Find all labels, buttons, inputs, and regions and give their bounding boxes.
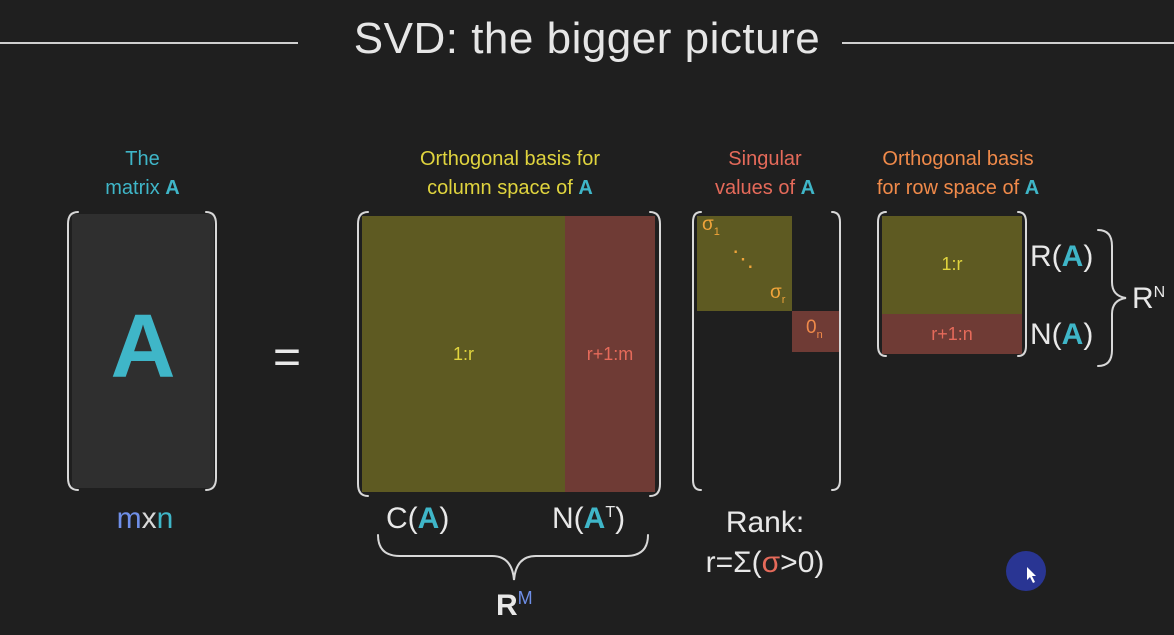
- v-label-r1n: r+1:n: [931, 324, 973, 344]
- header-sigma: Singular values of A: [690, 145, 840, 203]
- sigma-zero-sub: n: [816, 328, 823, 341]
- matrix-a-letter: A: [110, 297, 176, 397]
- u-bracket-left: [357, 211, 369, 497]
- header-u-line1: Orthogonal basis for: [419, 148, 601, 170]
- equals-sign: =: [272, 331, 302, 384]
- left-null-sup: T: [605, 504, 616, 521]
- header-matrix-line1: The: [125, 148, 160, 170]
- rm-label: RM: [496, 588, 533, 623]
- header-v-line2: for row space of: [876, 177, 1020, 199]
- v-block-1r: [882, 216, 1022, 314]
- row-space-a: A: [1061, 240, 1084, 273]
- header-matrix-bold: A: [165, 177, 180, 199]
- rank-sigma: σ: [761, 546, 781, 579]
- rn-sup: N: [1153, 284, 1166, 301]
- cursor-highlight: [1006, 551, 1046, 591]
- null-space-a: A: [1061, 318, 1084, 351]
- header-u-bold: A: [578, 177, 593, 199]
- row-space-post: ): [1083, 240, 1094, 273]
- sigma-zero: 0n: [806, 317, 823, 341]
- header-matrix-line2: matrix: [105, 177, 160, 199]
- v-label-1r: 1:r: [941, 254, 963, 274]
- header-sigma-line1: Singular: [728, 148, 802, 170]
- v-bracket-right: [1017, 211, 1027, 357]
- rn-label: RN: [1132, 282, 1165, 316]
- matrix-dims: mxn: [100, 502, 190, 536]
- col-space-a: A: [417, 502, 440, 535]
- null-space-post: ): [1083, 318, 1094, 351]
- sigma-1-sub: 1: [713, 225, 720, 238]
- sigma-block-r: [697, 216, 792, 311]
- left-null-pre: N(: [552, 502, 584, 535]
- u-bracket-right: [649, 211, 661, 497]
- sigma-block-zero: [792, 311, 839, 352]
- header-v-line1: Orthogonal basis: [882, 148, 1034, 170]
- rank-line1: Rank:: [725, 506, 805, 539]
- row-space-pre: R(: [1030, 240, 1062, 273]
- header-v: Orthogonal basis for row space of A: [848, 145, 1068, 203]
- header-u: Orthogonal basis for column space of A: [370, 145, 650, 203]
- v-block-r1n: [882, 314, 1022, 354]
- dims-x: x: [141, 502, 157, 535]
- header-u-line2: column space of: [427, 177, 573, 199]
- matrix-a-bracket-right: [205, 211, 217, 491]
- u-block-r1m: [565, 216, 655, 492]
- null-space-label: N(A): [1030, 318, 1093, 352]
- sigma-r: σr: [770, 282, 785, 306]
- sigma-r-symbol: σ: [770, 282, 782, 303]
- left-null-a: A: [583, 502, 606, 535]
- u-label-r1m: r+1:m: [586, 344, 634, 364]
- null-space-pre: N(: [1030, 318, 1062, 351]
- u-block-1r: [362, 216, 565, 492]
- rank-formula: r=Σ(σ>0): [690, 546, 840, 580]
- title-rule-left: [0, 42, 298, 44]
- sigma-1-symbol: σ: [702, 214, 714, 235]
- sigma-1: σ1: [702, 214, 720, 238]
- rank-pre: r=Σ(: [705, 546, 762, 579]
- matrix-a-box: [72, 214, 214, 488]
- rm-brace: [377, 534, 649, 581]
- rn-brace: [1097, 229, 1127, 367]
- page-title: SVD: the bigger picture: [353, 14, 821, 63]
- header-sigma-line2: values of: [714, 177, 796, 199]
- title-rule-right: [842, 42, 1174, 44]
- header-v-bold: A: [1024, 177, 1040, 199]
- sigma-r-sub: r: [781, 293, 786, 306]
- sigma-dots: ⋱: [732, 246, 754, 271]
- col-space-pre: C(: [386, 502, 418, 535]
- rank-post: >0): [780, 546, 825, 579]
- rm-sup: M: [517, 588, 533, 608]
- rn-base: R: [1132, 282, 1154, 315]
- left-null-post: ): [615, 502, 626, 535]
- col-space-post: ): [439, 502, 450, 535]
- sigma-bracket-right: [831, 211, 841, 491]
- dims-m: m: [116, 502, 142, 535]
- col-space-label: C(A): [386, 502, 449, 536]
- cursor-icon: [1027, 567, 1036, 583]
- v-bracket-left: [877, 211, 887, 357]
- matrix-a-bracket-left: [67, 211, 79, 491]
- header-matrix: The matrix A: [80, 145, 205, 203]
- row-space-label: R(A): [1030, 240, 1093, 274]
- dims-n: n: [156, 502, 174, 535]
- left-null-space-label: N(AT): [552, 502, 625, 536]
- sigma-zero-symbol: 0: [806, 317, 817, 338]
- u-label-1r: 1:r: [452, 344, 474, 364]
- rm-base: R: [496, 589, 518, 622]
- header-sigma-bold: A: [800, 177, 816, 199]
- sigma-bracket-left: [692, 211, 702, 491]
